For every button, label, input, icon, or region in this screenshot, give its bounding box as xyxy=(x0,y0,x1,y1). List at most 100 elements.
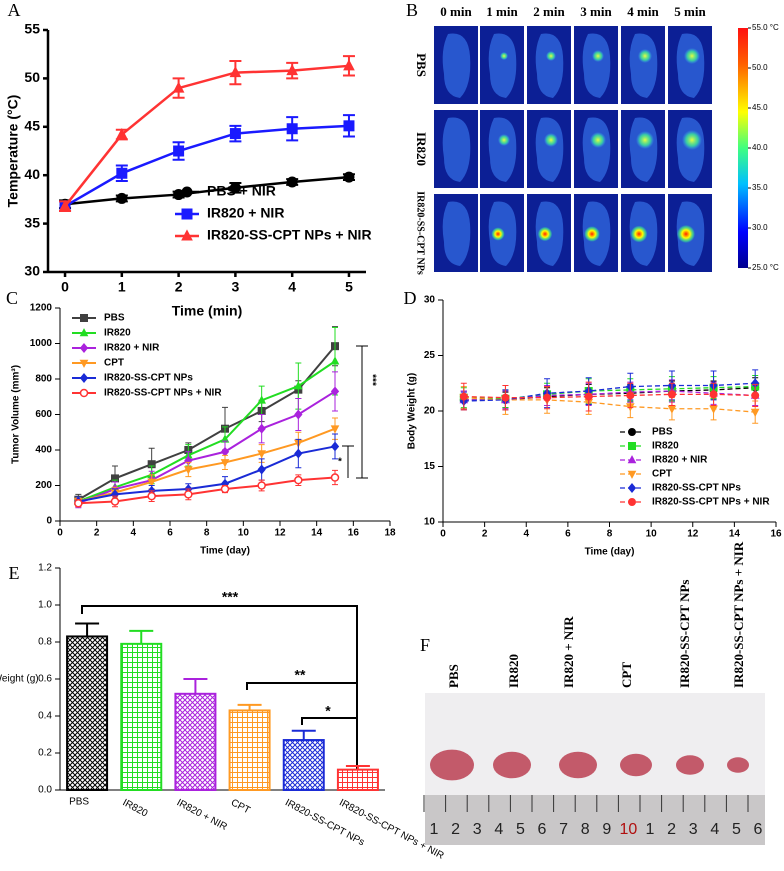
series-line xyxy=(78,445,336,503)
marker xyxy=(116,167,128,179)
marker xyxy=(709,405,718,414)
y-axis-label: Temperature (°C) xyxy=(5,95,21,208)
series-line xyxy=(78,476,336,505)
legend-label: IR820 + NIR xyxy=(207,205,284,221)
marker xyxy=(330,425,340,434)
series-line xyxy=(463,393,756,399)
y-tick-label: 35 xyxy=(24,214,40,230)
bar xyxy=(228,709,271,792)
legend-marker xyxy=(628,428,636,436)
mouse-silhouette xyxy=(488,33,517,98)
mouse-silhouette xyxy=(442,201,471,266)
hot-spot xyxy=(546,51,556,61)
y-tick-label: 0.4 xyxy=(38,711,52,722)
mouse-silhouette xyxy=(582,117,611,182)
marker xyxy=(173,145,185,157)
y-tick-label: 200 xyxy=(35,480,52,491)
series-line xyxy=(64,124,350,208)
legend-marker xyxy=(79,359,89,368)
mouse-silhouette xyxy=(629,33,658,98)
bar xyxy=(174,692,217,791)
marker xyxy=(343,171,355,183)
legend-marker xyxy=(80,314,88,322)
ruler-number: 6 xyxy=(538,821,547,838)
marker xyxy=(184,466,193,475)
y-tick-label: 30 xyxy=(24,263,40,279)
bar xyxy=(282,739,325,791)
hot-spot xyxy=(498,134,510,146)
ruler-number: 10 xyxy=(620,821,638,838)
mouse-silhouette xyxy=(629,117,658,182)
marker xyxy=(459,392,468,401)
y-tick-label: 0 xyxy=(46,516,52,527)
legend-marker xyxy=(627,483,637,493)
y-tick-label: 400 xyxy=(35,445,52,456)
marker xyxy=(147,491,156,501)
x-tick-label: 5 xyxy=(345,279,353,295)
x-tick-label: 6 xyxy=(565,529,571,540)
x-axis-label: Time (day) xyxy=(585,547,635,558)
marker xyxy=(501,393,510,402)
annotation: * xyxy=(338,457,342,468)
x-axis-label: Time (min) xyxy=(172,303,243,319)
y-tick-label: 45 xyxy=(24,118,40,134)
series-line xyxy=(77,390,336,505)
marker xyxy=(220,459,230,468)
colorbar-label: 45.0 xyxy=(752,103,768,112)
marker xyxy=(286,123,298,135)
legend-label: IR820 xyxy=(652,441,679,452)
tumor xyxy=(559,751,597,779)
x-tick-label: 12 xyxy=(274,528,286,539)
y-tick-label: 800 xyxy=(35,374,52,385)
legend-label: IR820-SS-CPT NPs + NIR xyxy=(652,497,770,508)
marker xyxy=(116,192,128,204)
panel-letter: A xyxy=(8,0,21,20)
hot-spot xyxy=(544,133,558,147)
legend-label: IR820 + NIR xyxy=(104,343,160,354)
marker xyxy=(294,475,303,485)
sample-label: CPT xyxy=(619,662,634,688)
legend-marker xyxy=(79,388,89,398)
marker xyxy=(257,423,266,434)
tumor xyxy=(620,753,652,777)
marker xyxy=(220,484,230,494)
mouse-silhouette xyxy=(442,33,471,98)
marker xyxy=(147,478,156,487)
mouse-silhouette xyxy=(582,33,611,98)
x-tick-label: 14 xyxy=(729,529,741,540)
hot-spot xyxy=(630,225,648,243)
series-line xyxy=(463,382,756,402)
x-tick-label: 4 xyxy=(131,528,137,539)
time-label: 5 min xyxy=(674,4,706,19)
y-tick-label: 1.2 xyxy=(38,563,52,574)
time-label: 4 min xyxy=(627,4,659,19)
marker xyxy=(184,490,193,499)
y-tick-label: 10 xyxy=(424,517,436,528)
hot-spot xyxy=(638,49,652,63)
error-bar xyxy=(183,678,208,694)
annotation: ** xyxy=(295,667,306,683)
error-bar xyxy=(291,729,316,741)
marker xyxy=(257,395,266,404)
marker xyxy=(229,128,241,140)
ruler xyxy=(425,795,765,845)
marker xyxy=(750,408,760,418)
marker xyxy=(667,405,677,414)
y-tick-label: 0.0 xyxy=(38,785,52,796)
legend-label: PBS + NIR xyxy=(207,183,276,199)
series-line xyxy=(77,345,336,501)
bracket xyxy=(246,682,357,690)
time-label: 2 min xyxy=(533,4,565,19)
y-tick-label: 0.2 xyxy=(38,748,52,759)
colorbar-label: 40.0 xyxy=(752,143,768,152)
marker xyxy=(543,393,552,402)
ruler-number: 7 xyxy=(559,821,568,838)
x-tick-label: 10 xyxy=(646,529,658,540)
legend-label: IR820-SS-CPT NPs xyxy=(104,373,193,384)
legend-marker xyxy=(181,186,193,198)
colorbar-label: 30.0 xyxy=(752,223,768,232)
tumor xyxy=(430,749,474,781)
marker xyxy=(74,499,83,508)
x-tick-label: 12 xyxy=(687,529,699,540)
